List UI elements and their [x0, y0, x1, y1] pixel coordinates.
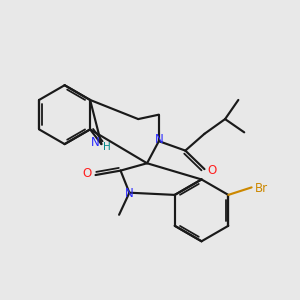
- Text: Br: Br: [255, 182, 268, 195]
- Text: O: O: [82, 167, 91, 180]
- Text: N: N: [124, 187, 133, 200]
- Text: H: H: [103, 142, 110, 152]
- Text: O: O: [207, 164, 217, 177]
- Text: N: N: [91, 136, 100, 149]
- Text: N: N: [154, 133, 163, 146]
